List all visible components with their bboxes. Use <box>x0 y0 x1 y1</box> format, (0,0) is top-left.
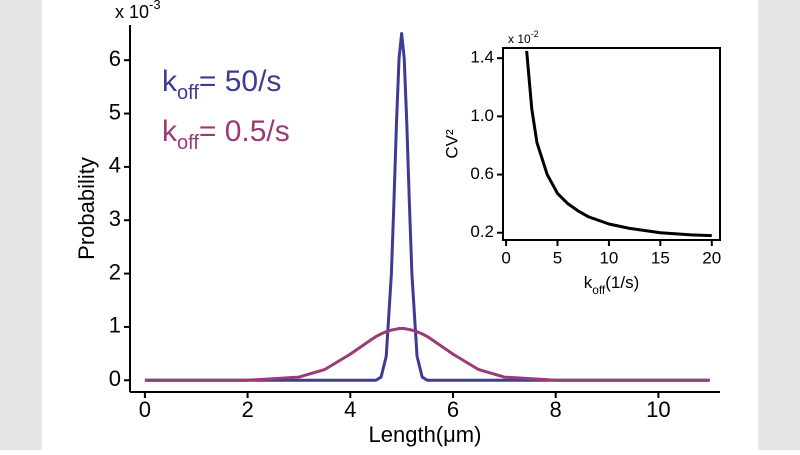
series-line <box>525 50 712 238</box>
axis-multiplier: x 10-3 <box>115 0 161 22</box>
series-line <box>144 327 710 382</box>
side-band <box>0 0 42 450</box>
y-tick-label: 4 <box>109 153 121 178</box>
x-axis-label: Length(μm) <box>369 422 482 447</box>
x-tick-label: 8 <box>550 397 562 422</box>
y-tick-label: 0.6 <box>470 164 494 183</box>
x-tick-label: 10 <box>599 248 618 267</box>
y-tick-label: 6 <box>109 46 121 71</box>
x-tick-label: 0 <box>501 248 510 267</box>
x-tick-label: 0 <box>139 397 151 422</box>
y-tick-label: 3 <box>109 206 121 231</box>
series-line <box>144 32 710 382</box>
y-tick-label: 1.4 <box>470 48 494 67</box>
x-tick-label: 15 <box>651 248 670 267</box>
x-tick-label: 4 <box>344 397 356 422</box>
x-tick-label: 10 <box>646 397 670 422</box>
series-group <box>144 32 710 382</box>
y-tick-label: 1.0 <box>470 106 494 125</box>
x-tick-label: 5 <box>553 248 562 267</box>
y-tick-label: 1 <box>109 313 121 338</box>
x-axis-label: koff(1/s) <box>584 273 640 297</box>
x-tick-label: 6 <box>447 397 459 422</box>
y-tick-label: 2 <box>109 259 121 284</box>
legend-entry: koff= 50/s <box>162 65 281 104</box>
x-tick-label: 2 <box>241 397 253 422</box>
axis-multiplier: x 10-2 <box>508 29 539 46</box>
y-tick-label: 0.2 <box>470 222 494 241</box>
legend-entry: koff= 0.5/s <box>162 115 290 154</box>
x-tick-label: 20 <box>702 248 721 267</box>
y-axis-label: CV² <box>442 129 461 159</box>
y-tick-label: 5 <box>109 99 121 124</box>
side-band <box>758 0 800 450</box>
series-group <box>525 50 712 238</box>
y-tick-label: 0 <box>109 366 121 391</box>
y-axis-label: Probability <box>74 157 99 260</box>
plot-frame <box>502 47 721 241</box>
